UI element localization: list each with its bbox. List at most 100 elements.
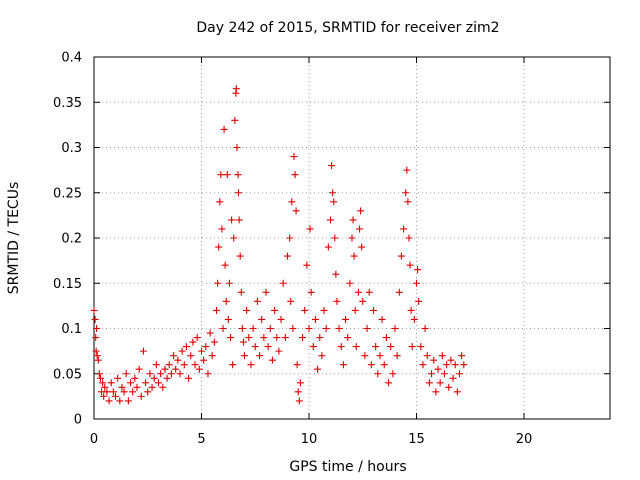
data-point [96, 374, 104, 382]
x-tick-label: 5 [197, 432, 205, 447]
data-point [306, 225, 314, 233]
data-point [352, 343, 360, 351]
data-point [378, 315, 386, 323]
data-point [135, 365, 143, 373]
data-point [333, 297, 341, 305]
data-point [286, 234, 294, 242]
data-point [425, 379, 433, 387]
data-point [281, 334, 289, 342]
data-point [234, 171, 242, 179]
y-tick-label: 0.3 [61, 141, 82, 156]
data-point [223, 171, 231, 179]
data-point [449, 374, 457, 382]
data-point [432, 388, 440, 396]
data-point [301, 306, 309, 314]
data-point [291, 171, 299, 179]
data-point [327, 216, 334, 224]
data-point [208, 352, 216, 360]
data-point [131, 374, 139, 382]
data-point [372, 343, 380, 351]
data-point [293, 361, 301, 369]
data-point [417, 343, 425, 351]
data-point [213, 306, 221, 314]
chart-title: Day 242 of 2015, SRMTID for receiver zim… [196, 20, 499, 36]
data-point [289, 325, 297, 332]
data-point [316, 334, 324, 342]
data-point [206, 329, 214, 337]
data-point [225, 279, 233, 287]
data-point [348, 234, 356, 242]
data-point [152, 361, 160, 369]
data-point [95, 370, 103, 378]
y-tick-label: 0 [74, 413, 82, 428]
data-point [318, 352, 326, 360]
axis-ticks [93, 56, 610, 420]
data-point [258, 315, 266, 323]
data-point [172, 365, 180, 373]
data-point [421, 325, 429, 332]
data-point [170, 352, 178, 360]
data-point [380, 361, 388, 369]
data-point [382, 334, 390, 342]
data-point [403, 166, 411, 174]
data-point [370, 306, 377, 314]
data-point [191, 361, 199, 369]
data-point [346, 279, 354, 287]
data-point [247, 361, 255, 369]
data-point [376, 352, 384, 360]
data-point [430, 356, 438, 364]
data-point [443, 361, 451, 369]
data-point [137, 392, 145, 400]
data-point [214, 279, 222, 287]
data-point [112, 392, 119, 400]
data-point [268, 356, 276, 364]
data-point [230, 234, 238, 242]
data-point [148, 383, 156, 391]
data-point [456, 370, 463, 378]
data-point [229, 361, 237, 369]
data-point [189, 338, 197, 346]
data-point [200, 356, 208, 364]
data-point [94, 356, 102, 364]
data-point [359, 297, 367, 305]
data-point [391, 325, 399, 332]
x-tick-label: 10 [301, 432, 318, 447]
data-point [305, 325, 313, 332]
data-point [322, 325, 330, 332]
data-point [387, 343, 395, 351]
data-point [410, 315, 418, 323]
data-point [198, 347, 205, 355]
data-point [351, 306, 359, 314]
data-point [324, 243, 332, 251]
y-tick-label: 0.35 [53, 96, 82, 111]
data-point [100, 392, 108, 400]
data-point [342, 315, 350, 323]
data-point [358, 243, 366, 251]
data-point [395, 288, 403, 296]
data-point [407, 306, 415, 314]
data-point [238, 325, 246, 332]
data-point [91, 315, 99, 323]
data-point [290, 153, 298, 161]
data-point [107, 379, 115, 387]
data-point [176, 370, 184, 378]
data-point [193, 334, 201, 342]
data-point [204, 370, 212, 378]
data-point [251, 343, 259, 351]
data-point [232, 85, 240, 93]
data-point [273, 334, 281, 342]
y-axis-label: SRMTID / TECUs [6, 182, 22, 295]
data-point [103, 388, 111, 396]
data-point [328, 162, 336, 170]
data-point [109, 388, 117, 396]
data-point [434, 365, 442, 373]
data-point [216, 198, 224, 206]
data-point [405, 234, 413, 242]
data-point [233, 144, 241, 151]
data-point [309, 343, 317, 351]
data-point [92, 347, 100, 355]
y-tick-label: 0.15 [53, 277, 82, 292]
data-point [413, 279, 420, 287]
data-point [404, 198, 412, 206]
